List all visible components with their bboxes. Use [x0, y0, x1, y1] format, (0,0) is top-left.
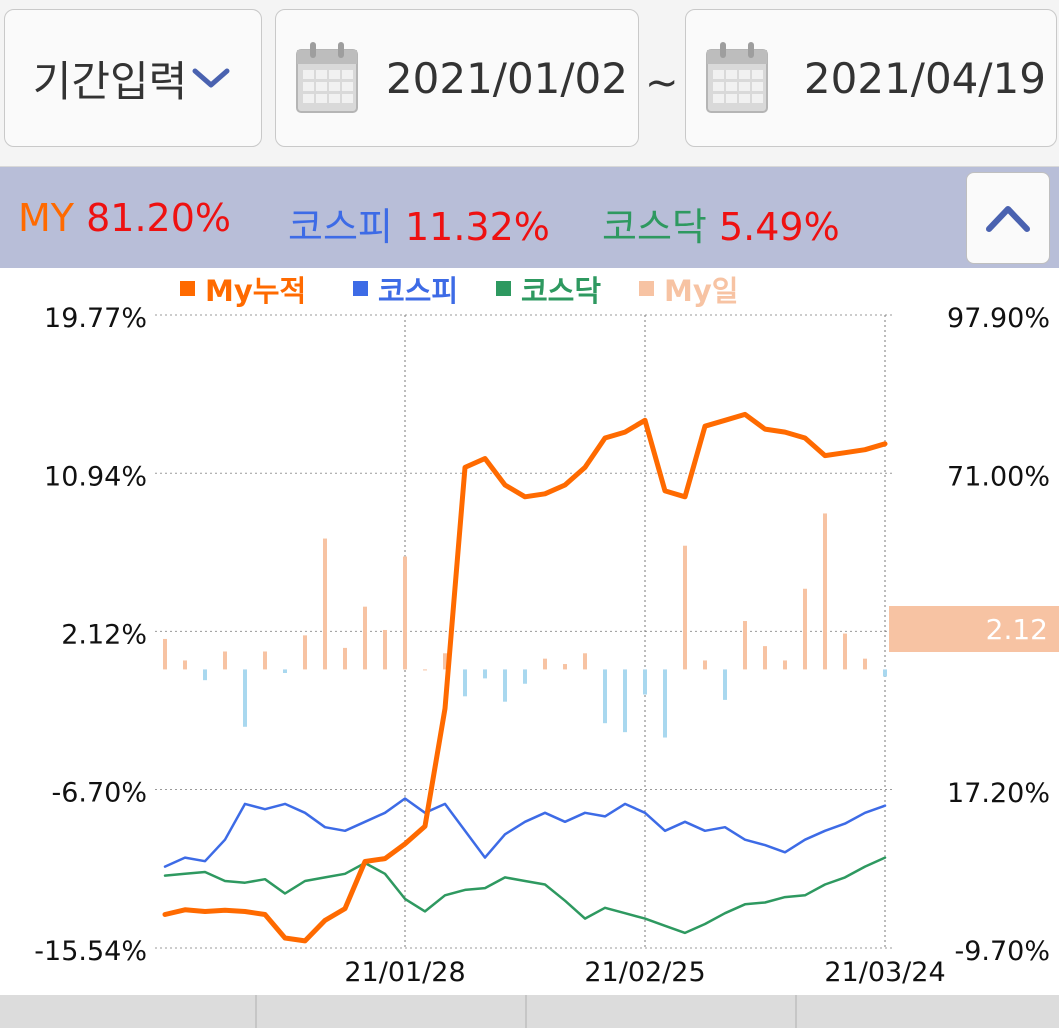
- kosdaq-line: [163, 856, 887, 935]
- current-value-label: 2.12: [889, 606, 1059, 652]
- x-axis: 21/01/28 21/02/25 21/03/24: [344, 957, 945, 988]
- kospi-line: [163, 797, 887, 868]
- calendar-icon: [296, 42, 358, 113]
- left-axis-tick-label: 10.94%: [44, 461, 147, 492]
- my-daily-bar: [883, 669, 887, 677]
- right-axis-tick-label: 97.90%: [947, 303, 1050, 334]
- period-select-label: 기간입력: [32, 56, 188, 106]
- current-value-box: [889, 606, 1059, 652]
- my-daily-bar: [283, 669, 287, 674]
- period-select-button[interactable]: 기간입력: [4, 9, 262, 147]
- my-daily-bar: [363, 606, 367, 670]
- left-axis-tick-label: 19.77%: [44, 303, 147, 334]
- my-daily-bar: [583, 653, 587, 670]
- my-daily-bar: [483, 669, 487, 679]
- my-daily-bar: [403, 556, 407, 670]
- x-axis-tick-label: 21/02/25: [584, 957, 705, 988]
- legend-kospi-swatch: [353, 281, 368, 296]
- my-daily-bar: [803, 588, 807, 670]
- legend-my-daily-label: My일: [664, 274, 738, 308]
- my-daily-bar: [463, 669, 467, 697]
- my-daily-bar: [863, 658, 867, 670]
- legend-my-daily-swatch: [639, 281, 654, 296]
- summary-kosdaq-label: 코스닥: [602, 205, 707, 249]
- left-axis: 19.77% 10.94% 2.12% -6.70% -15.54%: [34, 303, 147, 967]
- date-separator: ~: [645, 60, 679, 106]
- my-daily-bar: [603, 669, 607, 724]
- left-axis-tick-label: 2.12%: [61, 619, 147, 650]
- calendar-icon: [706, 42, 768, 113]
- chevron-up-icon: [986, 206, 1030, 232]
- my-daily-bar: [243, 669, 247, 727]
- my-daily-bar: [703, 660, 707, 670]
- my-daily-bar: [263, 651, 267, 670]
- summary-my-value: 81.20%: [86, 196, 231, 240]
- summary-kospi-label: 코스피: [288, 205, 393, 249]
- legend-my-cumulative-swatch: [180, 281, 195, 296]
- my-daily-bar: [343, 647, 347, 670]
- my-daily-bar: [323, 538, 327, 670]
- my-daily-bar: [643, 669, 647, 695]
- summary-my-label: MY: [18, 196, 74, 240]
- my-daily-bar: [683, 545, 687, 670]
- return-summary-bar: [0, 167, 1059, 268]
- my-daily-bar: [623, 669, 627, 733]
- my-daily-bar: [503, 669, 507, 702]
- my-daily-bar: [763, 646, 767, 670]
- my-daily-bar: [163, 638, 167, 670]
- right-axis-tick-label: -9.70%: [954, 936, 1050, 967]
- chevron-down-icon: [192, 68, 230, 88]
- left-axis-tick-label: -15.54%: [34, 936, 147, 967]
- chart-legend: My누적 코스피 코스닥 My일: [180, 274, 738, 308]
- start-date-button[interactable]: 2021/01/02: [275, 9, 639, 147]
- my-daily-bar: [823, 513, 827, 670]
- end-date-value: 2021/04/19: [803, 53, 1046, 103]
- my-cumulative-line: [162, 411, 888, 944]
- my-daily-bar: [543, 658, 547, 670]
- end-date-button[interactable]: 2021/04/19: [685, 9, 1057, 147]
- right-axis-tick-label: 17.20%: [947, 778, 1050, 809]
- x-axis-tick-label: 21/01/28: [344, 957, 465, 988]
- right-axis: 97.90% 71.00% 17.20% -9.70%: [947, 303, 1050, 967]
- my-daily-bar: [443, 653, 447, 670]
- summary-kosdaq-value: 5.49%: [718, 205, 840, 249]
- my-daily-bar: [303, 635, 307, 670]
- my-daily-bar: [663, 669, 667, 738]
- my-daily-bar: [723, 669, 727, 700]
- legend-kosdaq-label: 코스닥: [521, 274, 601, 308]
- legend-kospi-label: 코스피: [378, 274, 458, 308]
- x-axis-tick-label: 21/03/24: [824, 957, 945, 988]
- summary-kosdaq: 코스닥 5.49%: [602, 196, 840, 251]
- left-axis-tick-label: -6.70%: [51, 778, 147, 809]
- right-axis-tick-label: 71.00%: [947, 461, 1050, 492]
- my-daily-bar: [223, 651, 227, 670]
- period-toolbar: 기간입력 2021/01/02 ~: [0, 0, 1059, 168]
- current-value-text: 2.12: [986, 613, 1048, 646]
- my-daily-bar: [423, 669, 427, 671]
- bottom-tab-bar: [0, 995, 1059, 1028]
- chart-lines: [162, 411, 888, 944]
- my-daily-bar: [203, 669, 207, 681]
- summary-kospi: 코스피 11.32%: [288, 196, 550, 251]
- my-daily-bar: [843, 633, 847, 670]
- my-daily-bar: [783, 660, 787, 670]
- my-daily-bar: [183, 660, 187, 670]
- my-daily-bar: [563, 664, 567, 670]
- legend-my-cumulative-label: My누적: [205, 274, 306, 308]
- collapse-button[interactable]: [966, 172, 1050, 264]
- my-daily-bar: [523, 669, 527, 684]
- returns-chart: 19.77% 10.94% 2.12% -6.70% -15.54% 97.90% 71.…: [34, 274, 1059, 988]
- summary-kospi-value: 11.32%: [404, 205, 550, 249]
- my-daily-bars: [163, 513, 887, 738]
- my-daily-bar: [383, 629, 387, 670]
- start-date-value: 2021/01/02: [385, 53, 628, 103]
- legend-kosdaq-swatch: [496, 281, 511, 296]
- summary-my: MY 81.20%: [18, 196, 231, 240]
- my-daily-bar: [743, 621, 747, 670]
